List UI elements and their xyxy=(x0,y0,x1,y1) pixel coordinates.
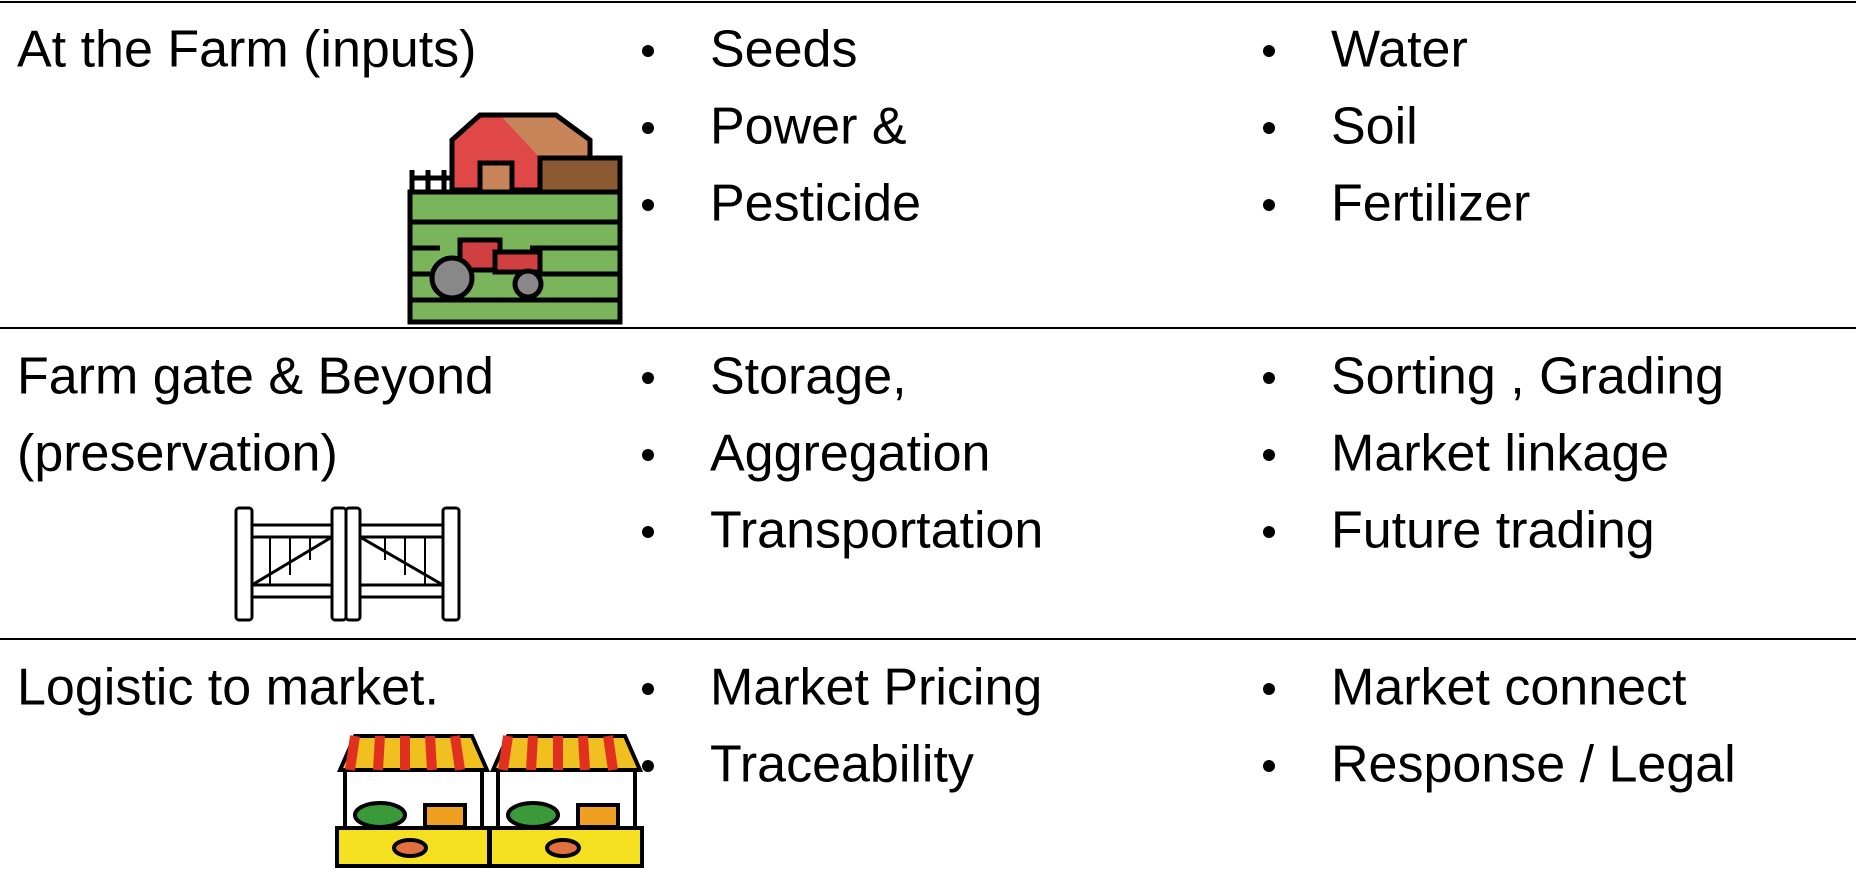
list-item: Water xyxy=(1331,21,1468,79)
list-item: Market Pricing xyxy=(710,659,1042,717)
bullet xyxy=(642,199,654,211)
bullet xyxy=(642,526,654,538)
list-item: Market linkage xyxy=(1331,425,1669,483)
bullet xyxy=(642,449,654,461)
list-item: Fertilizer xyxy=(1331,175,1530,233)
bullet xyxy=(642,683,654,695)
bullet xyxy=(1263,683,1275,695)
table-page: At the Farm (inputs) Seeds Power & Pesticid… xyxy=(0,0,1856,872)
row-label: At the Farm (inputs) xyxy=(17,21,476,79)
row-label: Farm gate & Beyond xyxy=(17,348,494,406)
bullet xyxy=(1263,449,1275,461)
bullet xyxy=(642,45,654,57)
market-icon xyxy=(337,736,642,866)
bullet xyxy=(642,122,654,134)
list-item: Power & xyxy=(710,98,907,156)
bullet xyxy=(642,760,654,772)
list-item: Sorting , Grading xyxy=(1331,348,1724,406)
bullet xyxy=(1263,760,1275,772)
bullet xyxy=(1263,199,1275,211)
list-item: Transportation xyxy=(710,502,1043,560)
bullet xyxy=(642,372,654,384)
list-item: Storage, xyxy=(710,348,907,406)
list-item: Soil xyxy=(1331,98,1418,156)
row-label: Logistic to market. xyxy=(17,659,439,717)
row-label: (preservation) xyxy=(17,425,338,483)
list-item: Pesticide xyxy=(710,175,921,233)
list-item: Seeds xyxy=(710,21,857,79)
bullet xyxy=(1263,526,1275,538)
list-item: Response / Legal xyxy=(1331,736,1736,794)
gate-icon xyxy=(236,508,459,620)
list-item: Traceability xyxy=(710,736,974,794)
bullet xyxy=(1263,122,1275,134)
list-item: Aggregation xyxy=(710,425,990,483)
bullet xyxy=(1263,372,1275,384)
list-item: Market connect xyxy=(1331,659,1687,717)
farm-icon xyxy=(410,115,620,322)
bullet xyxy=(1263,45,1275,57)
list-item: Future trading xyxy=(1331,502,1655,560)
